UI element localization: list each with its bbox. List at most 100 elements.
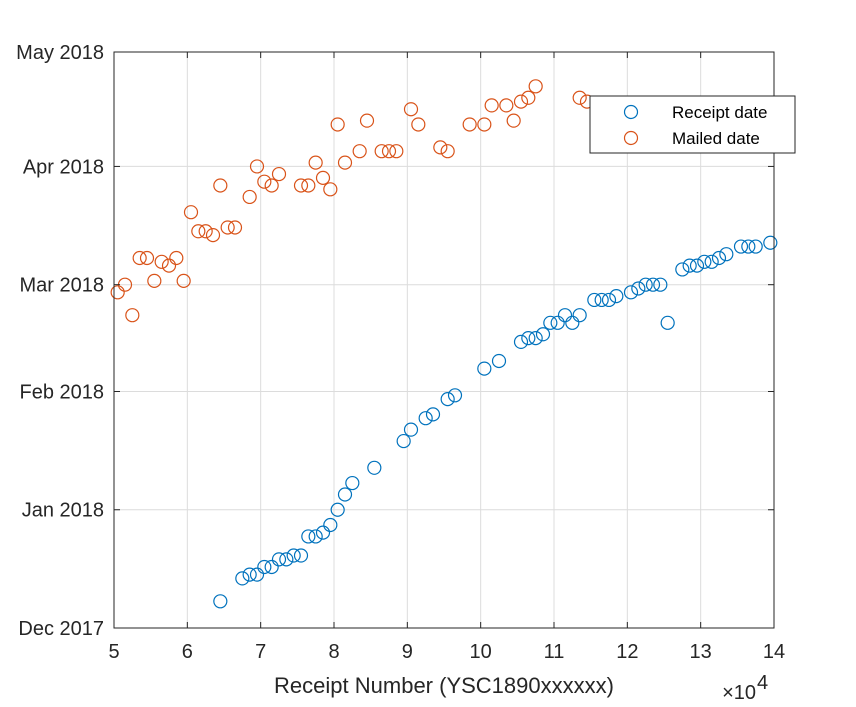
x-exponent-power: 4 — [757, 672, 768, 694]
data-point — [264, 559, 279, 575]
data-point — [719, 247, 734, 262]
data-point — [528, 79, 543, 94]
series-layer — [110, 79, 778, 609]
data-point — [565, 315, 580, 330]
data-point — [462, 117, 477, 132]
data-point — [279, 552, 294, 567]
data-point — [748, 239, 763, 254]
y-tick-label: Mar 2018 — [20, 275, 105, 297]
data-point — [132, 250, 147, 266]
data-point — [242, 189, 257, 205]
x-tick-label: 7 — [255, 641, 266, 663]
y-tick-label: Apr 2018 — [23, 156, 104, 178]
data-point — [374, 144, 389, 159]
data-point — [711, 250, 727, 266]
data-point — [660, 315, 675, 330]
data-point — [572, 308, 587, 323]
y-tick-label: Feb 2018 — [19, 381, 104, 403]
data-point — [682, 258, 697, 273]
data-point — [594, 292, 609, 308]
data-point — [601, 292, 617, 308]
data-point — [257, 174, 272, 189]
x-tick-labels: 5 6 7 8 9 10 11 12 13 14 — [108, 641, 785, 663]
data-point — [315, 525, 331, 540]
data-point — [176, 273, 191, 288]
x-axis-label: Receipt Number (YSC1890xxxxxx) — [274, 673, 614, 698]
data-point — [609, 289, 624, 304]
data-point — [389, 144, 404, 159]
data-point — [213, 594, 228, 609]
x-tick-label: 14 — [763, 641, 785, 663]
data-point — [506, 113, 521, 128]
x-tick-label: 9 — [402, 641, 413, 663]
data-point — [653, 277, 668, 292]
series-mailed-date — [110, 79, 595, 323]
data-point — [433, 140, 448, 155]
data-point — [271, 552, 287, 567]
data-point — [733, 239, 749, 254]
data-point — [513, 94, 529, 109]
legend: Receipt date Mailed date — [589, 95, 796, 154]
plot-frame — [113, 51, 775, 629]
data-point — [359, 113, 375, 128]
data-point — [535, 327, 551, 342]
legend-marker-mailed-date — [623, 130, 639, 146]
data-point — [220, 220, 235, 235]
data-point — [557, 308, 573, 323]
data-point — [521, 330, 536, 346]
data-point — [183, 205, 199, 220]
y-tick-label: Jan 2018 — [22, 500, 104, 522]
data-point — [543, 315, 558, 330]
data-point — [308, 155, 323, 170]
y-tick-labels: Dec 2017 Jan 2018 Feb 2018 Mar 2018 Apr 2018… — [16, 42, 104, 640]
data-point — [484, 98, 499, 113]
data-point — [293, 178, 309, 193]
data-point — [499, 98, 514, 113]
y-tick-label: Dec 2017 — [18, 618, 104, 640]
legend-box — [589, 95, 796, 154]
data-point — [205, 227, 221, 243]
x-tick-label: 8 — [328, 641, 339, 663]
data-point — [198, 224, 213, 239]
data-point — [301, 529, 316, 544]
data-point — [315, 170, 331, 185]
data-point — [227, 220, 243, 235]
x-tick-label: 13 — [690, 641, 712, 663]
data-point — [447, 388, 463, 403]
data-point — [367, 460, 382, 475]
data-point — [741, 239, 756, 254]
data-point — [675, 262, 690, 277]
x-tick-label: 5 — [108, 641, 119, 663]
data-point — [689, 258, 705, 273]
data-point — [169, 250, 184, 266]
data-point — [623, 285, 639, 300]
x-tick-label: 11 — [544, 641, 565, 663]
data-point — [213, 178, 228, 193]
data-point — [645, 277, 661, 292]
data-point — [330, 117, 345, 132]
data-point — [411, 117, 426, 132]
legend-marker-receipt-date — [623, 104, 639, 120]
tick-marks — [113, 51, 775, 629]
x-tick-label: 6 — [182, 641, 193, 663]
data-point — [125, 308, 140, 323]
data-point — [147, 273, 162, 288]
data-point — [381, 144, 397, 159]
data-point — [425, 407, 441, 422]
data-point — [286, 548, 301, 563]
data-point — [235, 571, 250, 586]
data-point — [587, 292, 602, 308]
data-point — [191, 224, 206, 239]
data-point — [154, 254, 169, 269]
data-point — [763, 235, 778, 250]
data-point — [323, 517, 338, 533]
data-point — [418, 411, 433, 426]
data-point — [704, 254, 719, 269]
data-point — [161, 258, 177, 273]
x-exponent-base: ×10 — [722, 682, 756, 704]
data-point — [337, 155, 353, 170]
data-point — [242, 567, 257, 582]
data-point — [697, 254, 712, 269]
data-point — [323, 182, 338, 197]
